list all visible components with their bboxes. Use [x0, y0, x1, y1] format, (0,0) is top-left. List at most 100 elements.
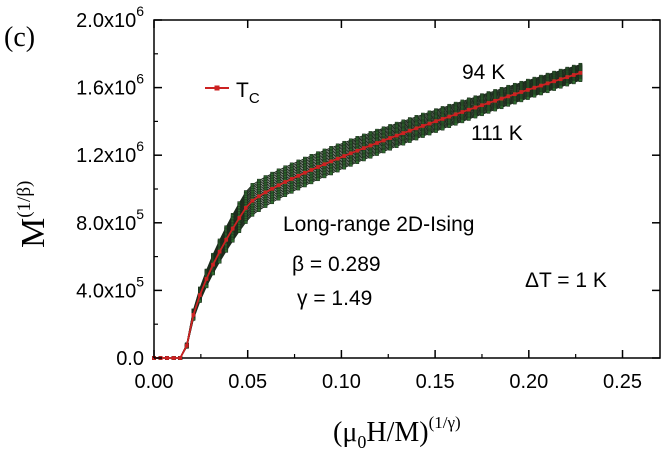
tc-point — [362, 146, 366, 150]
isotherm-point — [250, 212, 255, 217]
isotherm-point — [473, 114, 478, 119]
isotherm-point — [519, 98, 524, 103]
y-tick-label: 1.2x106 — [76, 138, 144, 167]
isotherm-point — [342, 165, 347, 170]
annotation-beta: β = 0.289 — [292, 253, 381, 276]
isotherm-point — [375, 152, 379, 156]
tc-point — [499, 96, 504, 101]
tc-point — [303, 170, 307, 175]
tc-point — [309, 168, 314, 172]
tc-point — [519, 90, 524, 94]
tc-point — [217, 249, 222, 254]
tc-point — [578, 71, 583, 75]
tc-point — [375, 141, 379, 145]
tc-point — [348, 151, 353, 156]
isotherm-point — [539, 91, 543, 96]
tc-point — [440, 117, 445, 121]
tc-point — [165, 356, 169, 360]
tc-point — [414, 126, 419, 131]
annotation-94k: 94 K — [462, 61, 505, 84]
tc-point — [270, 186, 274, 191]
isotherm-point — [401, 141, 406, 146]
y-tick-label: 2.0x106 — [76, 3, 144, 32]
isotherm-point — [224, 248, 229, 253]
tc-point — [316, 165, 320, 169]
isotherm-94k — [154, 64, 581, 359]
isotherm-point — [453, 121, 458, 126]
tc-point — [526, 88, 530, 92]
isotherm-point — [263, 204, 268, 208]
tc-point — [434, 119, 438, 124]
y-tick-label: 4.0x105 — [76, 273, 144, 302]
tc-point — [204, 277, 209, 281]
isotherm-point — [440, 126, 445, 131]
tc-point — [171, 356, 176, 360]
tc-point — [335, 156, 340, 161]
isotherm-point — [322, 174, 327, 179]
isotherm-point — [270, 200, 274, 205]
tc-point — [355, 148, 360, 153]
tc-point — [296, 173, 301, 178]
tc-point — [486, 101, 491, 105]
tc-point — [473, 105, 478, 110]
isotherm-point — [329, 171, 333, 176]
annotation-gamma: γ = 1.49 — [297, 287, 372, 310]
y-tick-label: 8.0x105 — [76, 206, 144, 235]
tc-point — [401, 131, 406, 135]
tc-point — [421, 124, 425, 128]
tc-point — [329, 159, 333, 164]
isotherm-point — [421, 134, 425, 138]
isotherm-point — [335, 168, 340, 173]
tc-point — [250, 198, 255, 203]
isotherm-point — [545, 89, 550, 94]
isotherm-point — [434, 129, 438, 133]
tc-point — [453, 112, 458, 117]
isotherm-point — [289, 189, 294, 194]
isotherm-point — [532, 93, 537, 98]
tc-point — [571, 73, 576, 77]
y-tick-label: 0.0 — [116, 348, 144, 370]
isotherm-point — [466, 117, 471, 121]
tc-point — [447, 114, 452, 119]
annotation-model: Long-range 2D-Ising — [283, 213, 474, 236]
isotherm-point — [486, 109, 491, 114]
isotherm-point — [296, 186, 301, 191]
legend-marker — [214, 85, 220, 91]
tc-point — [289, 177, 294, 181]
isotherm-point — [565, 82, 570, 87]
isotherm-point — [303, 183, 307, 188]
isotherm-point — [414, 136, 419, 141]
isotherm-point — [460, 119, 465, 124]
x-tick-label: 0.00 — [135, 371, 174, 393]
isotherm-curves — [152, 62, 583, 360]
isotherm-point — [283, 193, 288, 197]
tc-point — [466, 107, 471, 112]
isotherm-point — [257, 208, 261, 212]
tc-point — [381, 138, 386, 143]
y-tick-label: 1.6x106 — [76, 71, 144, 100]
isotherm-point — [355, 160, 360, 164]
tc-point — [322, 162, 327, 167]
tc-point — [545, 81, 550, 86]
isotherm-point — [427, 131, 432, 136]
isotherm-point — [316, 177, 320, 182]
tc-point — [388, 136, 392, 140]
isotherm-point — [309, 180, 314, 185]
tc-point — [191, 313, 196, 317]
tc-point — [460, 110, 465, 114]
isotherm-point — [348, 162, 353, 167]
x-tick-label: 0.25 — [603, 371, 642, 393]
isotherm-point — [480, 112, 484, 117]
x-tick-label: 0.20 — [509, 371, 548, 393]
tc-point — [539, 83, 543, 88]
tc-point — [480, 103, 484, 108]
tc-point — [394, 133, 399, 138]
isotherm-point — [368, 154, 373, 159]
isotherm-point — [493, 107, 497, 112]
isotherm-point — [552, 87, 556, 91]
tc-point — [230, 226, 235, 231]
isotherm-point — [447, 124, 452, 128]
y-axis-title: M(1/β) — [14, 181, 52, 248]
tc-point — [198, 293, 202, 297]
